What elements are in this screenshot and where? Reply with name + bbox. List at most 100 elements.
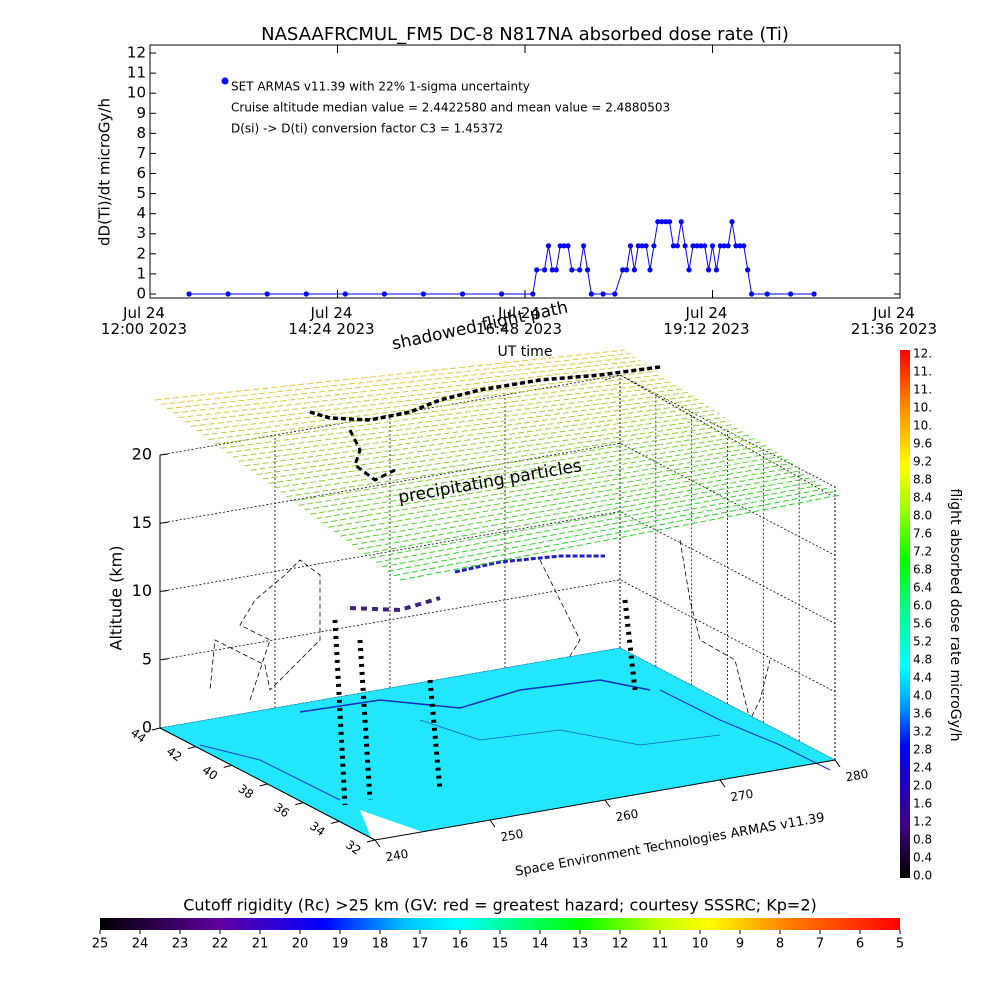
- data-point: [682, 243, 688, 249]
- y-tick-label: 6: [136, 164, 146, 182]
- lat-tick: [151, 727, 161, 731]
- colorbar-tick-label: 21: [252, 937, 269, 952]
- x-tick-label: Jul 24 21:36 2023: [850, 304, 938, 338]
- colorbar-tick-label: 8: [776, 937, 784, 952]
- legend-label: SET ARMAS v11.39 with 22% 1-sigma uncert…: [231, 80, 530, 94]
- legend-marker: [221, 77, 229, 85]
- colorbar-tick-label: 8.0: [913, 509, 932, 523]
- annotation: Cruise altitude median value = 2.4422580…: [231, 101, 670, 115]
- data-point: [748, 291, 755, 297]
- data-point: [655, 219, 661, 225]
- particle-plane-line: [376, 480, 820, 563]
- particle-plane-line: [244, 402, 704, 467]
- map-floor: [159, 647, 836, 841]
- map-border: [659, 689, 831, 771]
- data-line: [189, 221, 815, 295]
- plane-edge: [604, 374, 831, 496]
- colorbar-tick-label: 5.2: [913, 635, 932, 649]
- colorbar-tick-label: 10.: [913, 401, 932, 415]
- colorbar-tick-label: 5: [896, 937, 904, 952]
- particle-plane-line: [286, 427, 741, 498]
- colorbar-tick-label: 10.: [913, 419, 932, 433]
- data-point: [635, 243, 641, 249]
- colorbar-tick-label: 23: [172, 937, 189, 952]
- y-tick-label: 9: [136, 104, 146, 122]
- data-point: [620, 267, 626, 273]
- particle-plane-line: [268, 416, 725, 484]
- data-point: [264, 291, 270, 297]
- particle-plane-line: [166, 356, 636, 410]
- colorbar-tick-label: 12.: [913, 347, 932, 361]
- particle-plane-line: [304, 437, 757, 511]
- particle-plane-line: [352, 466, 799, 546]
- z-tick-label: 20: [132, 445, 152, 464]
- particle-plane-line: [220, 388, 683, 449]
- colorbar-tick-label: 1.6: [913, 797, 932, 811]
- data-point: [737, 243, 743, 249]
- wall-trace: [209, 559, 321, 701]
- colorbar-tick-label: 3.2: [913, 725, 932, 739]
- colorbar-tick-label: 17: [412, 937, 429, 952]
- particle-plane-line: [399, 494, 841, 581]
- lat-tick: [295, 802, 304, 806]
- particle-plane-line: [226, 391, 688, 454]
- lon-tick-label: 270: [729, 787, 754, 805]
- data-point: [584, 267, 591, 273]
- y-tick-label: 8: [136, 124, 146, 142]
- z-tick: [159, 521, 169, 524]
- flight-path-low: [349, 596, 441, 613]
- colorbar: [900, 350, 910, 878]
- particle-plane-line: [292, 430, 746, 502]
- colorbar-tick-label: 11.: [913, 365, 932, 379]
- data-point: [721, 243, 727, 249]
- data-point: [420, 291, 427, 297]
- colorbar-tick-label: 4.8: [913, 653, 932, 667]
- data-point: [651, 243, 657, 249]
- x-tick-label: Jul 24 16:48 2023: [475, 304, 563, 338]
- lat-tick: [366, 839, 376, 843]
- particle-plane-line: [393, 490, 835, 577]
- lon-tick: [374, 839, 381, 848]
- lat-tick-label: 42: [164, 744, 185, 764]
- data-point: [600, 291, 606, 297]
- colorbar-tick-label: 1.2: [913, 815, 932, 829]
- colorbar-tick-label: 2.8: [913, 743, 932, 757]
- y-tick-label: 7: [136, 144, 146, 162]
- data-point: [498, 291, 505, 297]
- lon-tick-label: 240: [384, 847, 409, 865]
- data-point: [725, 243, 731, 249]
- lat-tick-label: 36: [271, 800, 292, 820]
- lon-tick-label: 260: [614, 807, 639, 825]
- map-border: [199, 744, 341, 801]
- flight-path-high: [309, 365, 661, 422]
- z-tick-label: 5: [142, 649, 152, 668]
- particle-plane-line: [322, 448, 772, 524]
- particle-plane-line: [328, 452, 778, 528]
- lat-tick-label: 32: [343, 837, 364, 857]
- flight-path-high: [348, 429, 396, 482]
- y-tick-label: 1: [136, 264, 146, 282]
- particle-plane-line: [172, 360, 641, 414]
- lat-tick: [223, 764, 232, 768]
- data-point: [713, 267, 720, 273]
- colorbar-tick-label: 8.8: [913, 473, 932, 487]
- particle-plane-line: [280, 423, 736, 493]
- colorbar-tick-label: 3.6: [913, 707, 932, 721]
- y-tick-label: 0: [136, 284, 146, 302]
- particle-plane-line: [387, 487, 830, 572]
- data-point: [709, 243, 716, 249]
- y-tick-label: 11: [127, 64, 146, 82]
- particle-plane-line: [232, 395, 694, 458]
- data-point: [674, 243, 680, 249]
- particle-plane-line: [381, 483, 825, 568]
- y-tick-label: 4: [136, 204, 146, 222]
- z-tick-label: 0: [142, 718, 152, 737]
- x-tick-label: Jul 24 12:00 2023: [100, 304, 188, 338]
- colorbar-label: flight absorbed dose rate microGy/h: [947, 489, 963, 742]
- colorbar-tick-label: 9.6: [913, 437, 932, 451]
- data-point: [643, 243, 649, 249]
- y-axis-label: dD(Ti)/dt microGy/h: [96, 98, 114, 246]
- y-tick-label: 5: [136, 184, 146, 202]
- data-point: [788, 291, 794, 297]
